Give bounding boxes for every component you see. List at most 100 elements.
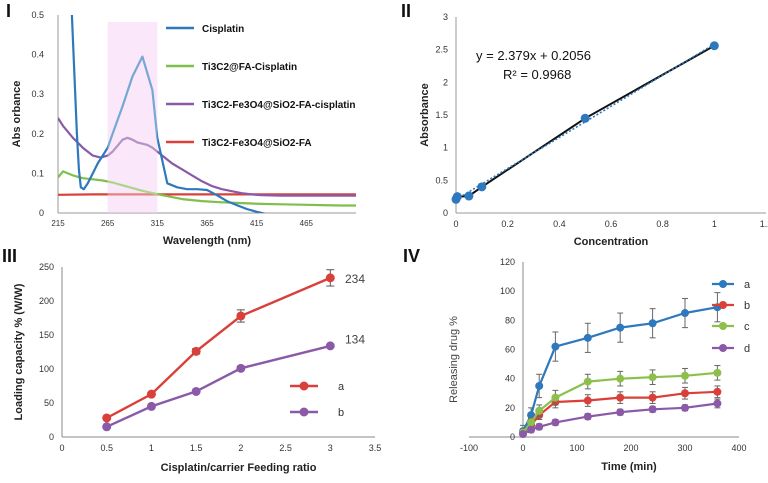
- y-tick-label: 0.2: [31, 129, 44, 139]
- data-point-d: [519, 430, 527, 439]
- x-tick-label: 0.2: [501, 219, 514, 229]
- legend-label: b: [744, 300, 750, 312]
- panel-III: 0 0.5 1 1.5 2 2.5 3 3.5 0 50 100 150 200 250 Cisplatin…: [13, 262, 381, 474]
- y-tick-label: 50: [44, 398, 54, 408]
- data-point-d: [583, 412, 592, 421]
- panel-label-III: III: [2, 246, 17, 266]
- legend-label: d: [744, 343, 750, 355]
- y-tick-label: 200: [39, 296, 54, 306]
- data-point: [452, 192, 462, 202]
- y-axis-label: Loading capacity % (W/W): [13, 283, 25, 420]
- data-point-a: [648, 319, 657, 328]
- x-tick-label: 215: [51, 219, 65, 228]
- x-axis-label: Cisplatin/carrier Feeding ratio: [161, 462, 317, 474]
- data-point-a: [325, 273, 335, 283]
- panel-I: 215 265 315 365 415 465 0 0.1 0.2 0.3 0.4 0.5 Wavele…: [11, 10, 356, 247]
- data-point-c: [535, 406, 544, 415]
- data-point-b: [681, 389, 689, 398]
- legend-label: Cisplatin: [202, 24, 244, 35]
- y-axis-label: Releasing drug %: [448, 316, 460, 403]
- x-tick-label: 100: [569, 443, 584, 453]
- data-point-d: [713, 399, 722, 408]
- trendline-equation: y = 2.379x + 0.2056: [476, 48, 591, 63]
- y-tick-label: 2.5: [435, 45, 448, 55]
- x-tick-label: 1: [149, 443, 154, 453]
- legend-marker: [719, 322, 727, 330]
- x-tick-label: 400: [731, 443, 746, 453]
- x-tick-label: 265: [101, 219, 115, 228]
- data-point-b: [648, 393, 657, 402]
- y-tick-label: 100: [500, 286, 515, 296]
- data-point-c: [648, 373, 657, 382]
- x-axis-label: Time (min): [601, 461, 657, 473]
- x-tick-label: 415: [250, 219, 264, 228]
- panel-II: 0 0.2 0.4 0.6 0.8 1 1.2 0 0.5 1 1.5 2 2.5 3 Concentrat…: [419, 12, 768, 248]
- legend-marker: [719, 301, 727, 309]
- legend-label: a: [338, 381, 345, 393]
- data-point-c: [681, 371, 689, 380]
- y-tick-label: 2: [443, 77, 448, 87]
- data-point-a: [527, 411, 536, 420]
- x-tick-label: 2: [238, 443, 243, 453]
- x-tick-label: 0: [520, 443, 525, 453]
- y-tick-label: 60: [505, 345, 515, 355]
- data-point-c: [527, 418, 536, 427]
- data-point-a: [102, 413, 112, 423]
- y-tick-label: 40: [505, 374, 515, 384]
- data-point-b: [583, 396, 592, 405]
- y-tick-label: 0: [510, 432, 515, 442]
- x-tick-label: -100: [460, 443, 478, 453]
- legend-marker: [299, 381, 309, 391]
- data-label-134: 134: [345, 332, 365, 346]
- data-point-a: [146, 389, 156, 399]
- y-tick-label: 250: [39, 262, 54, 272]
- data-point-c: [551, 393, 560, 402]
- x-tick-label: 315: [151, 219, 165, 228]
- x-tick-label: 3: [328, 443, 333, 453]
- data-label-234: 234: [345, 272, 365, 286]
- data-point-b: [146, 401, 156, 411]
- legend-label: Ti3C2-Fe3O4@SiO2-FA: [202, 138, 312, 149]
- y-tick-label: 0: [49, 432, 54, 442]
- x-tick-label: 0.5: [100, 443, 113, 453]
- data-point-d: [648, 405, 657, 414]
- x-tick-label: 300: [677, 443, 692, 453]
- x-axis-label: Wavelength (nm): [163, 235, 252, 247]
- data-point-d: [681, 403, 689, 412]
- y-tick-label: 0.4: [31, 50, 44, 60]
- panel-label-IV: IV: [403, 246, 420, 266]
- y-tick-label: 0.5: [31, 10, 44, 20]
- data-point-d: [616, 408, 625, 417]
- data-point-a: [551, 342, 560, 351]
- y-tick-label: 20: [505, 403, 515, 413]
- data-point-d: [551, 418, 560, 427]
- legend-label: Ti3C2@FA-Cisplatin: [202, 62, 297, 73]
- data-point-b: [102, 422, 112, 432]
- data-point-b: [236, 363, 246, 373]
- y-axis-label: Absorbance: [419, 83, 431, 147]
- panel-IV: -100 0 100 200 300 400 0 20 40 60 80 100 120 Time (mi…: [448, 257, 751, 473]
- legend-marker: [719, 344, 727, 352]
- data-point: [464, 191, 474, 201]
- legend-marker: [719, 280, 727, 288]
- y-tick-label: 120: [500, 257, 515, 267]
- data-point-b: [713, 387, 722, 396]
- x-tick-label: 0.4: [553, 219, 566, 229]
- data-point: [580, 113, 590, 123]
- data-point-a: [236, 311, 246, 321]
- x-tick-label: 1.5: [190, 443, 203, 453]
- y-tick-label: 80: [505, 315, 515, 325]
- legend-label: b: [338, 407, 344, 419]
- x-tick-label: 3.5: [369, 443, 382, 453]
- y-tick-label: 3: [443, 12, 448, 22]
- data-point-a: [681, 309, 689, 318]
- data-point-c: [616, 374, 625, 383]
- x-tick-label: 0.6: [605, 219, 618, 229]
- legend-label: Ti3C2-Fe3O4@SiO2-FA-cisplatin: [202, 100, 356, 111]
- x-tick-label: 0: [453, 219, 458, 229]
- data-point-c: [713, 368, 722, 377]
- data-point-b: [191, 386, 201, 396]
- r-squared-label: R² = 0.9968: [503, 67, 571, 82]
- legend-marker: [299, 407, 309, 417]
